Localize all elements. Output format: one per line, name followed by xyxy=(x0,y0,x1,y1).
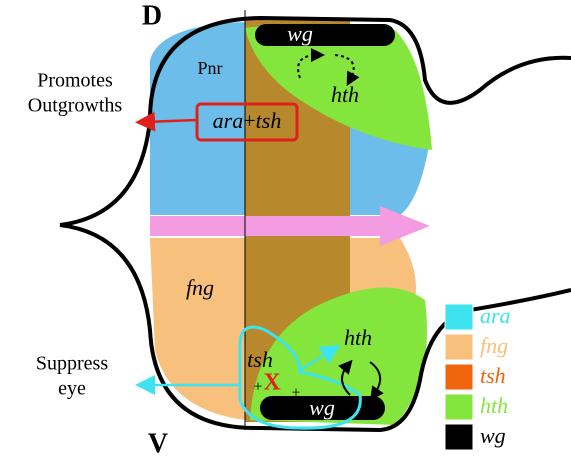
annotation: Promotes xyxy=(37,70,113,92)
legend-label: ara xyxy=(480,303,511,328)
diagram: wg Pnr hth D V ara+tsh Promotes Outgrowt… xyxy=(0,0,571,466)
ventral-label: V xyxy=(148,428,168,459)
legend-label: fng xyxy=(480,333,508,358)
plus: + xyxy=(291,385,300,402)
fng-label: fng xyxy=(186,275,214,300)
plus: + xyxy=(253,379,262,396)
wg-top-bar xyxy=(255,24,395,46)
legend-swatch xyxy=(445,394,473,420)
hth-top-label: hth xyxy=(331,82,359,107)
annotation: Suppress xyxy=(36,353,108,375)
pnr-label: Pnr xyxy=(197,58,222,78)
annotation: Outgrowths xyxy=(28,95,123,117)
hth-bottom-label: hth xyxy=(344,325,372,350)
gene: ara xyxy=(213,108,244,133)
legend-label: tsh xyxy=(480,363,506,388)
gene: tsh xyxy=(256,108,282,133)
legend-swatch xyxy=(445,424,473,450)
plus: + xyxy=(243,108,255,133)
box-label: ara+tsh xyxy=(213,108,282,133)
legend-label: wg xyxy=(480,423,506,448)
legend-swatch xyxy=(445,364,473,390)
fng-region xyxy=(150,238,245,420)
legend-swatch xyxy=(445,334,473,360)
wg-bottom-label: wg xyxy=(309,395,335,420)
wg-top-label: wg xyxy=(287,21,313,46)
dorsal-label: D xyxy=(142,0,162,31)
legend-swatch xyxy=(445,304,473,330)
tsh-label: tsh xyxy=(247,347,273,372)
legend-label: hth xyxy=(480,393,508,418)
legend: ara fng tsh hth wg xyxy=(445,303,511,450)
x-mark: X xyxy=(263,370,281,396)
annotation: eye xyxy=(58,378,86,400)
